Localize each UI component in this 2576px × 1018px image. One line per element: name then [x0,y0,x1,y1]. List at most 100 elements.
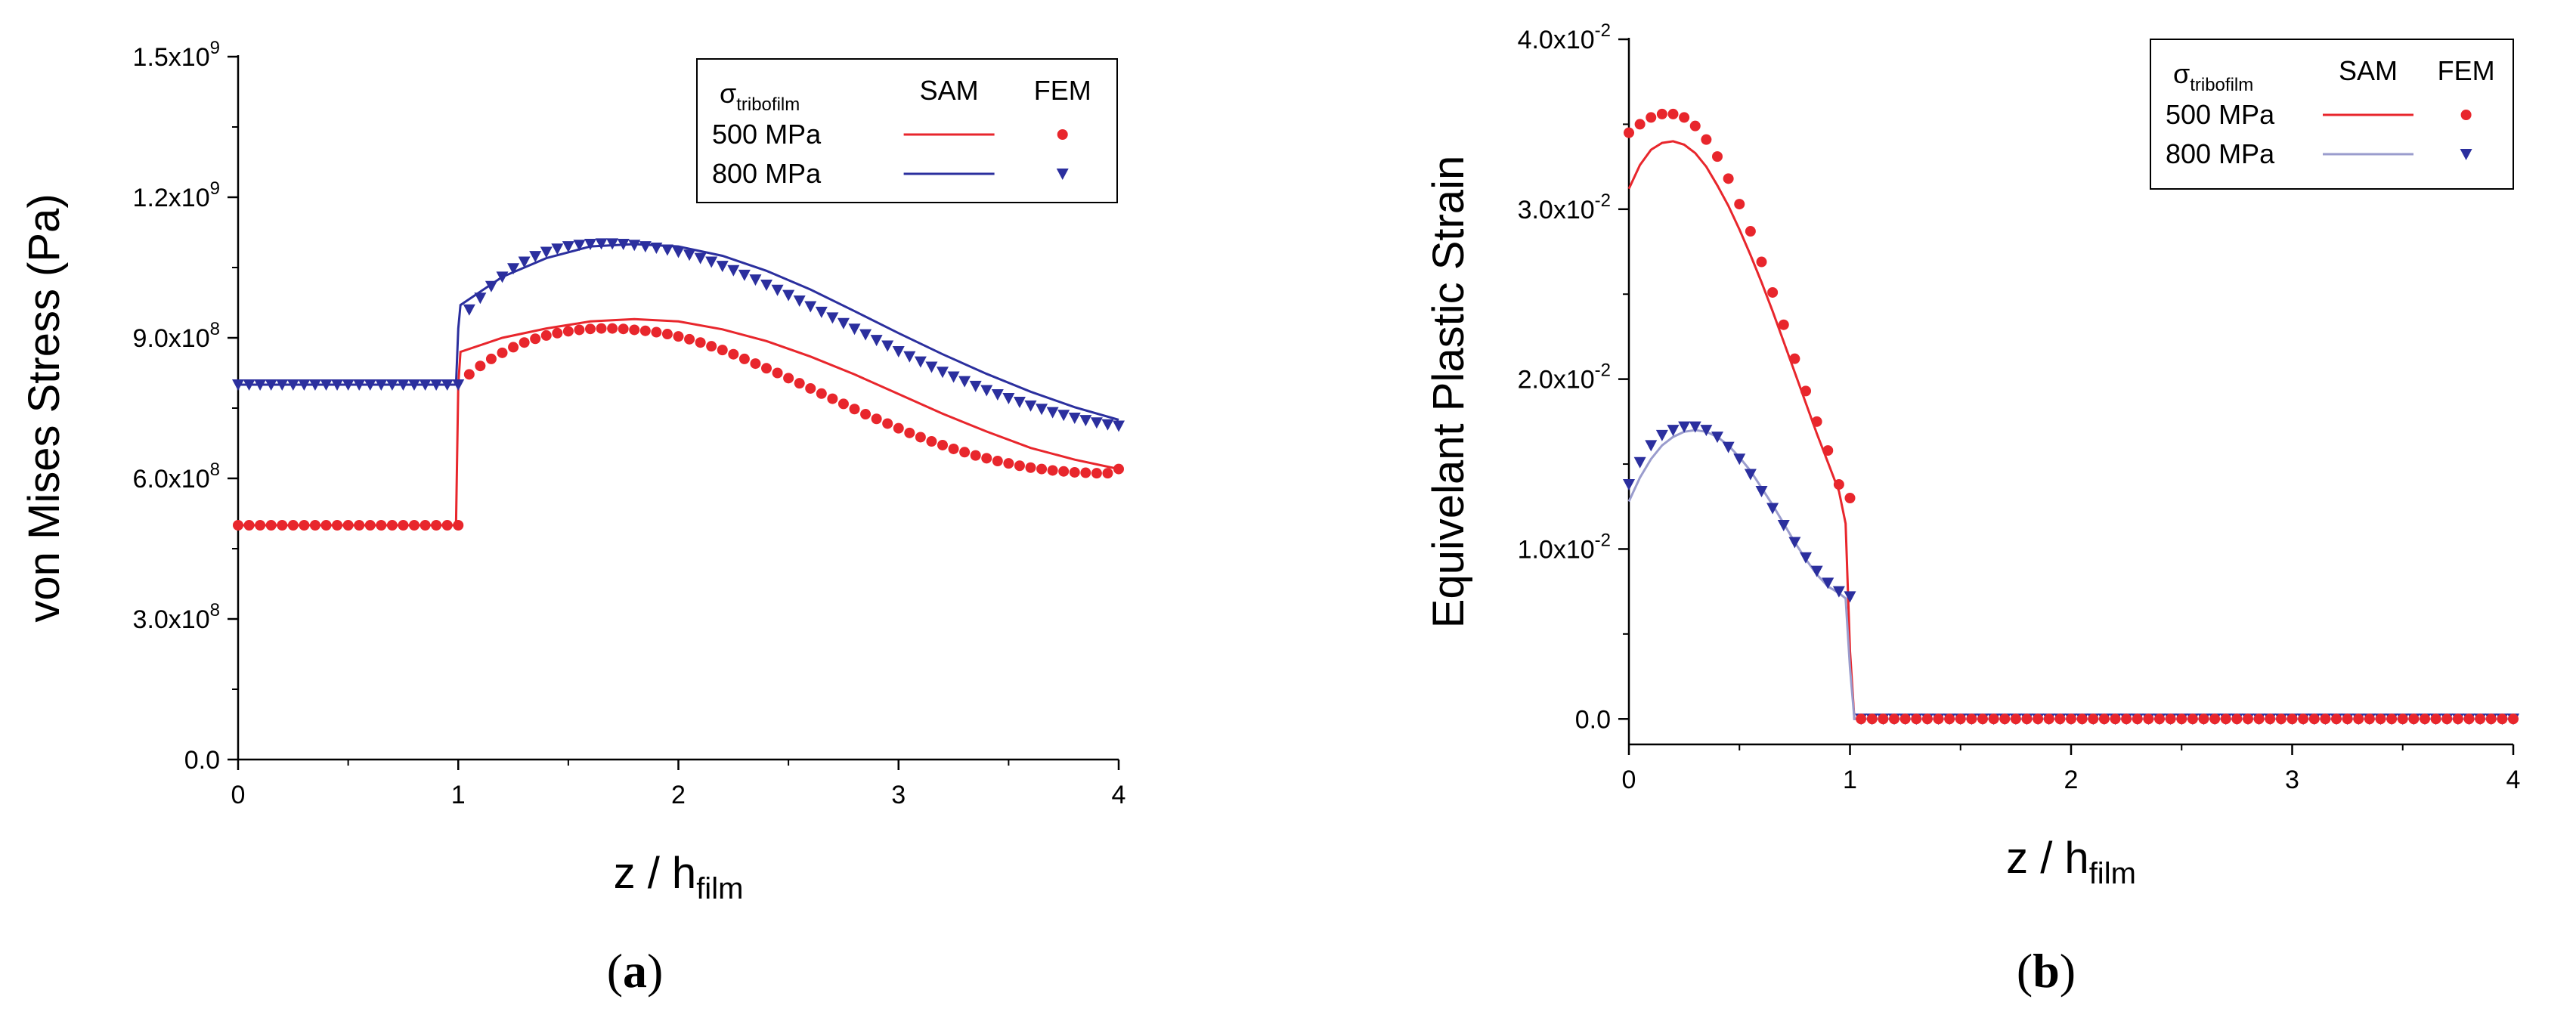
data-point-500mpa-fem [1712,151,1723,162]
data-point-500mpa-fem [639,325,651,336]
data-point-800mpa-fem [385,379,398,391]
data-point-500mpa-fem [1833,479,1844,490]
data-point-800mpa-fem [1810,565,1823,577]
data-point-500mpa-fem [320,520,332,531]
data-point-500mpa-fem [2497,713,2508,725]
data-point-800mpa-fem [639,241,652,253]
data-point-800mpa-fem [716,261,729,273]
data-point-800mpa-fem [1678,421,1691,433]
data-point-800mpa-fem [1090,417,1103,429]
y-tick-label: 2.0x10-2 [1518,360,1611,395]
data-point-500mpa-fem [2331,713,2342,725]
data-point-800mpa-fem [320,379,333,391]
data-point-500mpa-fem [1933,713,1944,725]
data-point-500mpa-fem [1091,468,1102,479]
data-point-500mpa-fem [1734,199,1745,210]
data-point-500mpa-fem [1756,256,1767,268]
data-point-500mpa-fem [629,324,640,336]
data-point-800mpa-fem [1689,421,1701,433]
data-point-500mpa-fem [794,378,805,389]
data-point-500mpa-fem [1767,286,1779,298]
data-point-800mpa-fem [980,385,993,397]
data-point-500mpa-fem [2452,713,2463,725]
data-point-500mpa-fem [1911,713,1922,725]
data-point-500mpa-fem [2342,713,2353,725]
data-point-500mpa-fem [827,393,838,404]
data-point-800mpa-fem [1057,410,1070,422]
data-point-800mpa-fem [991,389,1004,401]
data-point-500mpa-fem [2265,713,2276,725]
data-point-500mpa-fem [574,324,585,336]
data-point-800mpa-fem [1036,404,1048,416]
x-tick-label: 1 [1843,766,1857,794]
data-point-500mpa-fem [2121,713,2132,725]
data-point-800mpa-fem [661,244,673,256]
data-point-500mpa-fem [750,358,761,370]
data-point-500mpa-fem [585,323,596,335]
data-point-800mpa-fem [815,306,828,318]
data-point-800mpa-fem [540,246,553,258]
legend-marker-circle [1057,129,1068,140]
y-tick-label: 0.0 [1575,705,1611,734]
data-point-500mpa-fem [1921,713,1933,725]
y-tick-label: 1.2x109 [133,178,220,212]
data-point-500mpa-fem [673,331,684,342]
data-point-500mpa-fem [364,520,376,531]
data-point-500mpa-fem [287,520,299,531]
data-point-800mpa-fem [474,292,487,305]
data-point-500mpa-fem [2463,713,2475,725]
data-point-800mpa-fem [265,379,277,391]
data-point-500mpa-fem [2298,713,2309,725]
data-point-500mpa-fem [1966,713,1977,725]
data-point-800mpa-fem [848,323,861,336]
data-point-500mpa-fem [562,326,574,337]
legend-entry-label: 500 MPa [2166,99,2275,130]
data-point-500mpa-fem [1679,112,1690,123]
data-point-800mpa-fem [254,379,267,391]
data-point-800mpa-fem [705,256,718,268]
y-tick-label: 0.0 [184,746,220,775]
data-point-800mpa-fem [1068,413,1081,425]
data-point-800mpa-fem [617,239,630,250]
data-point-800mpa-fem [1766,503,1779,515]
data-point-500mpa-fem [1745,226,1756,237]
data-point-800mpa-fem [408,379,420,391]
data-point-500mpa-fem [959,447,971,458]
data-point-500mpa-fem [2209,713,2221,725]
data-point-800mpa-fem [1013,396,1026,408]
data-point-500mpa-fem [2165,713,2176,725]
data-point-500mpa-fem [1113,463,1124,475]
data-point-500mpa-fem [607,323,618,334]
data-point-500mpa-fem [596,323,607,334]
data-point-800mpa-fem [628,240,641,252]
data-point-800mpa-fem [1788,537,1801,549]
x-tick-label: 3 [2285,766,2299,794]
data-point-500mpa-fem [706,341,717,352]
data-point-500mpa-fem [2485,713,2497,725]
data-point-500mpa-fem [2043,713,2054,725]
data-point-800mpa-fem [342,379,355,391]
data-point-500mpa-fem [2098,713,2110,725]
data-point-500mpa-fem [309,520,320,531]
data-point-500mpa-fem [386,520,398,531]
data-point-500mpa-fem [342,520,354,531]
data-point-800mpa-fem [430,379,443,391]
data-point-500mpa-fem [1080,467,1091,478]
data-point-500mpa-fem [255,520,266,531]
data-point-500mpa-fem [2110,713,2121,725]
data-point-500mpa-fem [915,432,926,443]
data-point-500mpa-fem [277,520,288,531]
data-point-500mpa-fem [1988,713,1999,725]
data-point-500mpa-fem [970,450,981,461]
data-point-500mpa-fem [332,520,343,531]
data-point-800mpa-fem [903,351,916,363]
data-point-800mpa-fem [727,265,740,277]
data-point-500mpa-fem [2187,713,2198,725]
x-tick-label: 4 [2506,766,2521,794]
data-point-500mpa-fem [738,353,750,364]
data-point-800mpa-fem [606,238,619,250]
data-point-500mpa-fem [265,520,277,531]
legend-header-sam: SAM [920,75,979,106]
data-point-800mpa-fem [694,252,707,265]
data-point-800mpa-fem [1633,456,1646,469]
